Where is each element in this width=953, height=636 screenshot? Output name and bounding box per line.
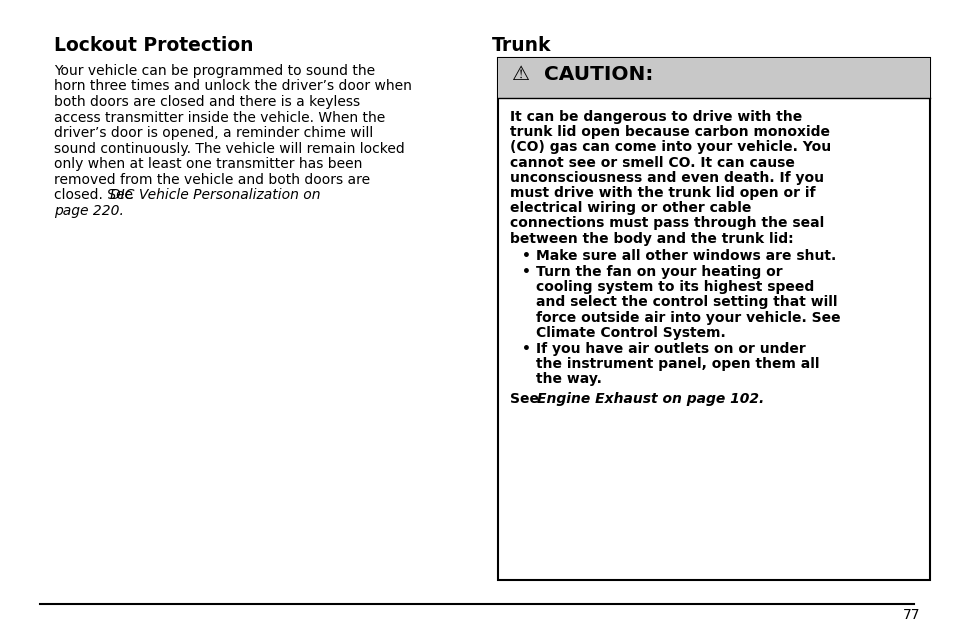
Text: the way.: the way.: [536, 373, 601, 387]
Text: between the body and the trunk lid:: between the body and the trunk lid:: [510, 232, 793, 245]
Text: only when at least one transmitter has been: only when at least one transmitter has b…: [54, 157, 362, 171]
Text: DIC Vehicle Personalization on: DIC Vehicle Personalization on: [110, 188, 320, 202]
Text: It can be dangerous to drive with the: It can be dangerous to drive with the: [510, 110, 801, 124]
Text: •: •: [521, 265, 530, 279]
Bar: [497, 58, 929, 580]
Text: 77: 77: [902, 608, 919, 622]
Text: •: •: [521, 342, 530, 356]
Text: If you have air outlets on or under: If you have air outlets on or under: [536, 342, 805, 356]
Text: sound continuously. The vehicle will remain locked: sound continuously. The vehicle will rem…: [54, 141, 404, 155]
Text: electrical wiring or other cable: electrical wiring or other cable: [510, 201, 751, 215]
Text: closed. See: closed. See: [54, 188, 137, 202]
Text: unconsciousness and even death. If you: unconsciousness and even death. If you: [510, 171, 823, 185]
Text: connections must pass through the seal: connections must pass through the seal: [510, 216, 823, 230]
Text: access transmitter inside the vehicle. When the: access transmitter inside the vehicle. W…: [54, 111, 385, 125]
Text: Climate Control System.: Climate Control System.: [536, 326, 725, 340]
Text: driver’s door is opened, a reminder chime will: driver’s door is opened, a reminder chim…: [54, 126, 373, 140]
Text: cooling system to its highest speed: cooling system to its highest speed: [536, 280, 814, 294]
Text: (CO) gas can come into your vehicle. You: (CO) gas can come into your vehicle. You: [510, 141, 830, 155]
Text: Trunk: Trunk: [492, 36, 551, 55]
Bar: [497, 58, 929, 98]
Text: Lockout Protection: Lockout Protection: [54, 36, 253, 55]
Text: removed from the vehicle and both doors are: removed from the vehicle and both doors …: [54, 172, 370, 186]
Text: force outside air into your vehicle. See: force outside air into your vehicle. See: [536, 310, 840, 324]
Text: ⚠  CAUTION:: ⚠ CAUTION:: [512, 65, 653, 84]
Text: Make sure all other windows are shut.: Make sure all other windows are shut.: [536, 249, 836, 263]
Text: and select the control setting that will: and select the control setting that will: [536, 295, 837, 309]
Text: the instrument panel, open them all: the instrument panel, open them all: [536, 357, 819, 371]
Text: page 220.: page 220.: [54, 204, 124, 218]
Text: •: •: [521, 249, 530, 263]
Text: both doors are closed and there is a keyless: both doors are closed and there is a key…: [54, 95, 359, 109]
Text: trunk lid open because carbon monoxide: trunk lid open because carbon monoxide: [510, 125, 829, 139]
Text: Engine Exhaust on page 102.: Engine Exhaust on page 102.: [537, 392, 763, 406]
Text: See: See: [510, 392, 543, 406]
Text: Your vehicle can be programmed to sound the: Your vehicle can be programmed to sound …: [54, 64, 375, 78]
Text: Turn the fan on your heating or: Turn the fan on your heating or: [536, 265, 781, 279]
Text: cannot see or smell CO. It can cause: cannot see or smell CO. It can cause: [510, 156, 794, 170]
Text: horn three times and unlock the driver’s door when: horn three times and unlock the driver’s…: [54, 80, 412, 93]
Text: must drive with the trunk lid open or if: must drive with the trunk lid open or if: [510, 186, 815, 200]
